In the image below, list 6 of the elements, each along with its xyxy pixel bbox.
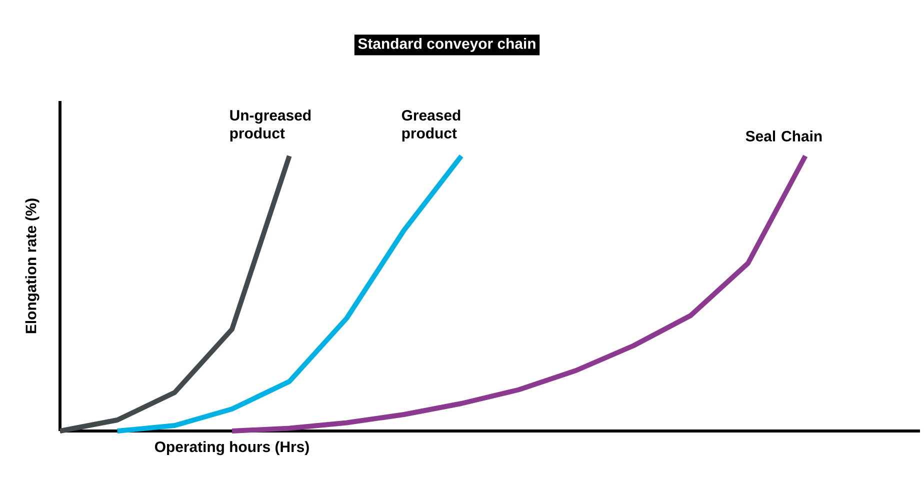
series-label: Un-greased product bbox=[230, 110, 311, 142]
x-axis-title: Operating hours (Hrs) bbox=[154, 441, 309, 456]
series-label: Seal Chain bbox=[746, 130, 822, 142]
chart-title: Standard conveyor chain bbox=[358, 38, 536, 52]
y-axis-title: Elongation rate (%) bbox=[25, 198, 40, 334]
series-label: Greased product bbox=[402, 110, 460, 142]
